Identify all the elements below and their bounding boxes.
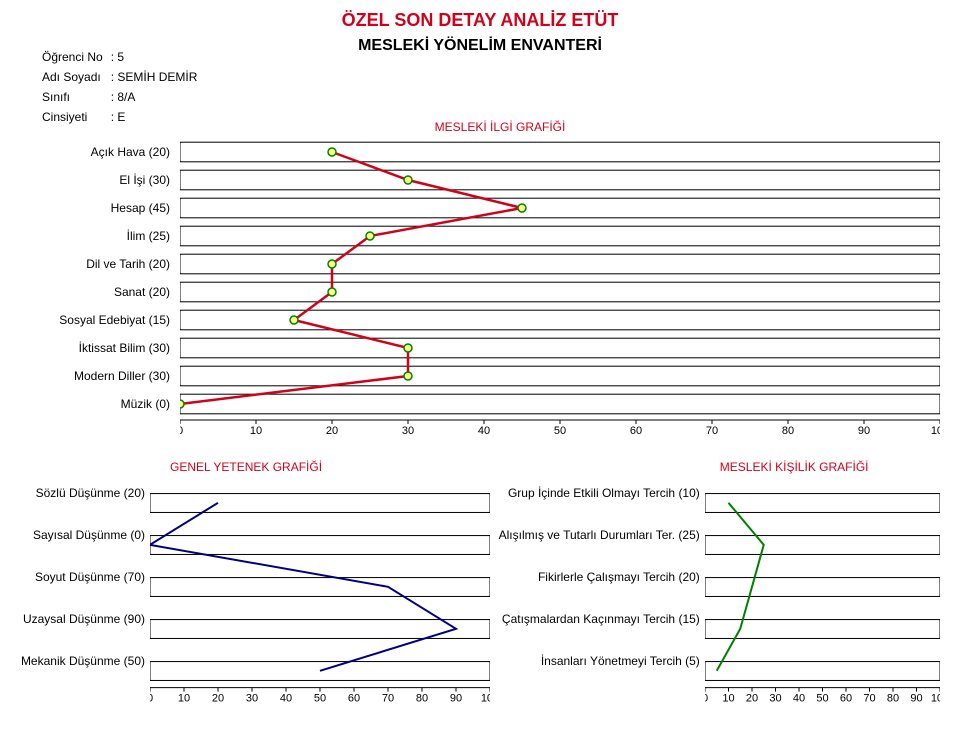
svg-text:20: 20 [212, 693, 224, 705]
svg-text:10: 10 [178, 693, 190, 705]
svg-text:60: 60 [348, 693, 360, 705]
svg-text:0: 0 [150, 693, 153, 705]
svg-text:10: 10 [722, 693, 734, 705]
interest-chart: MESLEKİ İLGİ GRAFİĞİ Açık Hava (20)El İş… [20, 120, 940, 440]
interest-chart-plot: 0102030405060708090100 [180, 138, 940, 423]
svg-text:50: 50 [816, 693, 828, 705]
svg-text:30: 30 [402, 425, 414, 437]
svg-text:90: 90 [450, 693, 462, 705]
svg-text:50: 50 [554, 425, 566, 437]
svg-text:30: 30 [769, 693, 781, 705]
svg-text:50: 50 [314, 693, 326, 705]
svg-text:100: 100 [931, 425, 940, 437]
svg-text:80: 80 [782, 425, 794, 437]
ability-chart-title: GENEL YETENEK GRAFİĞİ [170, 460, 490, 474]
personality-chart: MESLEKİ KİŞİLİK GRAFİĞİ Grup İçinde Etki… [490, 460, 940, 720]
svg-text:70: 70 [382, 693, 394, 705]
ability-chart-plot: 0 10 20 30 40 50 60 70 80 90 100 [150, 486, 490, 706]
svg-text:40: 40 [280, 693, 292, 705]
svg-text:80: 80 [887, 693, 899, 705]
svg-text:20: 20 [326, 425, 338, 437]
svg-text:0: 0 [705, 693, 708, 705]
main-title: ÖZEL SON DETAY ANALİZ ETÜT [20, 10, 940, 31]
ability-chart-labels: Sözlü Düşünme (20)Sayısal Düşünme (0)Soy… [20, 486, 145, 696]
svg-text:90: 90 [858, 425, 870, 437]
svg-text:100: 100 [481, 693, 490, 705]
svg-text:60: 60 [840, 693, 852, 705]
personality-chart-labels: Grup İçinde Etkili Olmayı Tercih (10)Alı… [490, 486, 700, 696]
interest-chart-labels: Açık Hava (20)El İşi (30)Hesap (45)İlim … [20, 138, 170, 418]
interest-chart-title: MESLEKİ İLGİ GRAFİĞİ [435, 120, 566, 134]
svg-text:90: 90 [910, 693, 922, 705]
svg-text:80: 80 [416, 693, 428, 705]
svg-text:40: 40 [793, 693, 805, 705]
svg-text:70: 70 [863, 693, 875, 705]
svg-text:0: 0 [180, 425, 183, 437]
student-info: Öğrenci No: 5 Adı Soyadı: SEMİH DEMİR Sı… [40, 46, 199, 128]
svg-text:30: 30 [246, 693, 258, 705]
svg-text:40: 40 [478, 425, 490, 437]
svg-text:70: 70 [706, 425, 718, 437]
svg-text:10: 10 [250, 425, 262, 437]
ability-chart: GENEL YETENEK GRAFİĞİ Sözlü Düşünme (20)… [20, 460, 490, 720]
personality-chart-plot: 0 10 20 30 40 50 60 70 80 90 100 [705, 486, 940, 706]
svg-text:100: 100 [931, 693, 940, 705]
svg-text:20: 20 [746, 693, 758, 705]
personality-chart-title: MESLEKİ KİŞİLİK GRAFİĞİ [720, 460, 940, 474]
svg-text:60: 60 [630, 425, 642, 437]
